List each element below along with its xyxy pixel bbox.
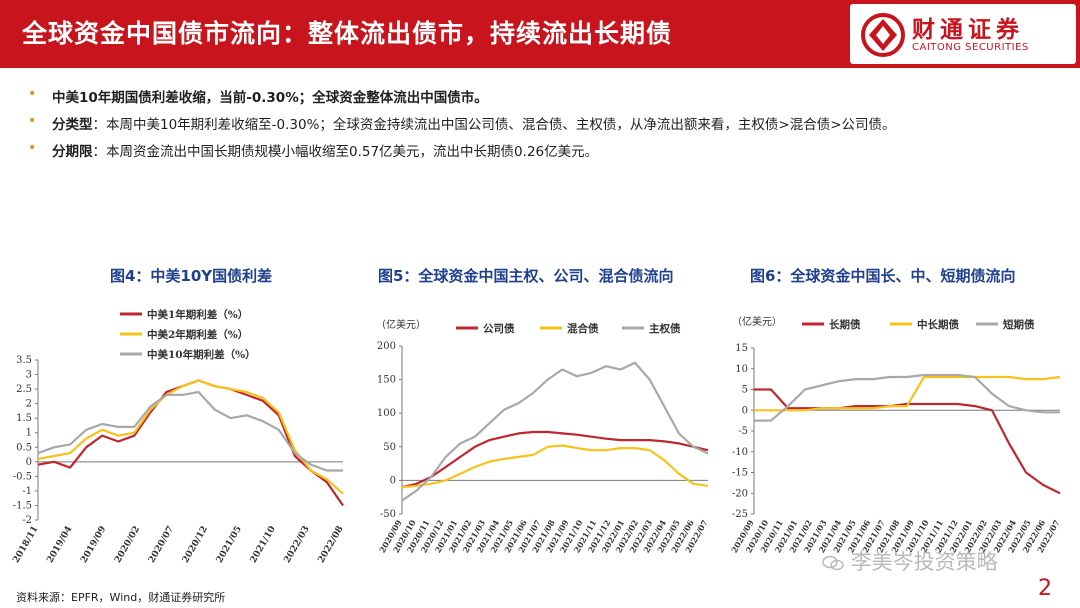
legend-label-1: 混合债	[567, 322, 599, 335]
bullet-item: • 分类型：本周中美10年期利差收缩至-0.30%；全球资金持续流出中国公司债、…	[28, 113, 1068, 140]
x-tick-label: 2021/10	[249, 525, 278, 565]
logo-emblem-icon	[861, 13, 905, 57]
y-tick-label: -1.5	[13, 500, 32, 511]
series-line-1	[754, 375, 1061, 412]
watermark-text: 李美岑投资策略	[850, 550, 998, 574]
y-tick-label: 100	[377, 408, 396, 419]
y-tick-label: -50	[380, 509, 396, 520]
y-tick-label: -15	[732, 468, 748, 479]
series-line-1	[401, 444, 709, 489]
bullet-bold: 分类型	[52, 117, 93, 133]
y-tick-label: 5	[742, 385, 748, 396]
x-tick-label: 2021/05	[215, 525, 244, 565]
y-tick-label: -2	[22, 515, 32, 526]
chart-title-fig4: 图4：中美10Y国债利差	[110, 267, 273, 285]
x-tick-label: 2022/03	[283, 525, 312, 565]
legend-label-2: 主权债	[649, 322, 681, 335]
bullet-text: ：本周资金流出中国长期债规模小幅收缩至0.57亿美元，流出中长期债0.26亿美元…	[92, 144, 599, 160]
y-tick-label: 1.5	[16, 413, 32, 424]
source-note: 资料来源：EPFR，Wind，财通证券研究所	[16, 591, 226, 604]
company-logo: 财通证券 CAITONG SECURITIES	[850, 4, 1076, 64]
chart-title-fig5: 图5：全球资金中国主权、公司、混合债流向	[378, 267, 674, 285]
y-tick-label: 200	[377, 341, 396, 352]
y-tick-label: -20	[732, 488, 748, 499]
bullet-bold: 中美10年期国债利差收缩，当前-0.30%；全球资金整体流出中国债市。	[52, 90, 488, 106]
y-tick-label: 150	[377, 375, 396, 386]
bullet-dot-icon: •	[28, 113, 37, 129]
page-title: 全球资金中国债市流向：整体流出债市，持续流出长期债	[22, 19, 673, 48]
x-tick-label: 2020/12	[181, 525, 210, 565]
x-tick-label: 2020/07	[147, 525, 176, 565]
y-tick-label: 1	[26, 428, 32, 439]
y-tick-label: 2	[26, 399, 32, 410]
bullet-dot-icon: •	[28, 140, 37, 156]
y-tick-label: 0	[742, 405, 748, 416]
y-tick-label: 2.5	[16, 384, 32, 395]
y-tick-label: -1	[22, 486, 32, 497]
x-tick-label: 2018/11	[12, 525, 41, 565]
logo-english-name: CAITONG SECURITIES	[912, 42, 1029, 53]
y-tick-label: 3	[26, 370, 32, 381]
unit-label: （亿美元）	[732, 315, 782, 328]
legend-label-0: 中美1年期利差（%）	[147, 308, 248, 321]
legend-label-2: 中美10年期利差（%）	[147, 348, 256, 361]
bullet-bold: 分期限	[52, 144, 93, 160]
x-tick-label: 2022/08	[317, 525, 346, 565]
watermark: 李美岑投资策略	[822, 546, 998, 576]
bullet-text: ：本周中美10年期利差收缩至-0.30%；全球资金持续流出中国公司债、混合债、主…	[92, 117, 896, 133]
x-tick-label: 2019/04	[45, 525, 74, 565]
legend-label-2: 短期债	[1003, 318, 1035, 331]
chart-title-fig6: 图6：全球资金中国长、中、短期债流向	[750, 267, 1016, 285]
logo-chinese-name: 财通证券	[912, 17, 1024, 43]
bullet-item: • 分期限：本周资金流出中国长期债规模小幅收缩至0.57亿美元，流出中长期债0.…	[28, 140, 1068, 167]
chart-fig6-bond-term: 151050-5-10-15-20-252020/092020/102020/1…	[729, 315, 1062, 554]
legend-label-1: 中长期债	[917, 318, 959, 331]
y-tick-label: 50	[383, 442, 396, 453]
series-line-2	[754, 373, 1060, 422]
bullet-dot-icon: •	[28, 86, 37, 102]
series-line-0	[37, 379, 344, 507]
y-tick-label: 3.5	[16, 355, 32, 366]
x-tick-label: 2020/02	[113, 525, 142, 565]
x-tick-label: 2019/09	[79, 525, 108, 565]
bullet-list: • 中美10年期国债利差收缩，当前-0.30%；全球资金整体流出中国债市。 • …	[28, 86, 1068, 167]
y-tick-label: 15	[735, 343, 748, 354]
y-tick-label: -5	[738, 426, 748, 437]
series-line-2	[37, 390, 343, 472]
legend-label-0: 长期债	[829, 318, 861, 331]
page-number: 2	[1038, 576, 1052, 601]
series-line-2	[401, 361, 709, 502]
unit-label: （亿美元）	[376, 318, 426, 331]
wechat-icon	[822, 555, 844, 571]
legend-label-0: 公司债	[483, 322, 515, 335]
y-tick-label: -10	[732, 447, 748, 458]
y-tick-label: -0.5	[13, 471, 32, 482]
y-tick-label: 10	[735, 364, 748, 375]
chart-fig5-bond-type: 200150100500-502020/092020/102020/112020…	[376, 318, 710, 554]
series-line-1	[37, 379, 344, 495]
series-line-0	[401, 430, 709, 489]
bullet-item: • 中美10年期国债利差收缩，当前-0.30%；全球资金整体流出中国债市。	[28, 86, 1068, 113]
header-bar: 全球资金中国债市流向：整体流出债市，持续流出长期债 财通证券 CAITONG S…	[0, 0, 1080, 68]
y-tick-label: 0	[26, 457, 32, 468]
y-tick-label: 0	[390, 475, 396, 486]
y-tick-label: 0.5	[16, 442, 32, 453]
legend-label-1: 中美2年期利差（%）	[147, 328, 248, 341]
y-tick-label: -25	[732, 509, 748, 520]
